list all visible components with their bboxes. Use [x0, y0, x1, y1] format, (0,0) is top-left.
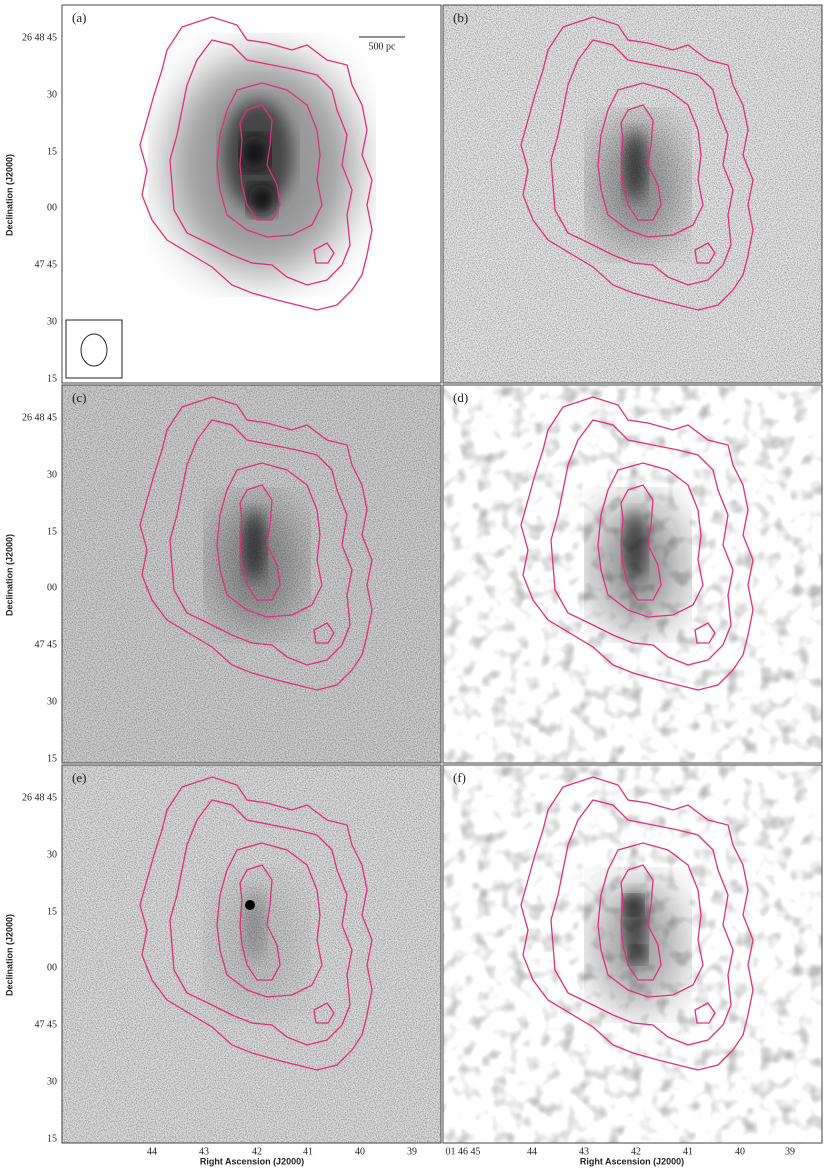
panel-frame: [442, 4, 823, 384]
x-tick-label: 01 46 45: [446, 1146, 481, 1157]
emission: [245, 900, 255, 910]
emission: [242, 510, 266, 580]
y-tick-label: 30: [47, 849, 57, 860]
y-tick-label: 00: [47, 202, 57, 213]
y-tick-label: 15: [47, 753, 57, 764]
y-tick-label: 15: [47, 1133, 57, 1144]
y-tick-label: 00: [47, 582, 57, 593]
panel-label: (c): [72, 390, 86, 405]
emission: [629, 946, 647, 964]
panel: (d): [442, 384, 823, 764]
x-axis-title: Right Ascension (J2000): [580, 1156, 684, 1166]
panel: (a) 500 pc: [61, 4, 442, 384]
panel-frame: [61, 4, 442, 384]
panel: (e): [61, 764, 442, 1144]
y-tick-label: 47 45: [35, 1019, 58, 1030]
y-tick-label: 15: [47, 373, 57, 384]
x-tick-label: 44: [147, 1146, 157, 1157]
x-tick-label: 39: [407, 1146, 417, 1157]
x-tick-label: 41: [683, 1146, 693, 1157]
panel: (f): [442, 764, 823, 1144]
y-tick-label: 30: [47, 89, 57, 100]
y-tick-label: 47 45: [35, 259, 58, 270]
y-tick-label: 26 48 45: [22, 792, 57, 803]
emission: [623, 895, 643, 915]
y-axis-title: Declination (J2000): [4, 914, 14, 996]
x-tick-label: 40: [355, 1146, 365, 1157]
y-tick-label: 15: [47, 906, 57, 917]
panel: (c): [61, 384, 442, 764]
panel-label: (d): [453, 390, 468, 405]
emission: [623, 130, 647, 200]
panel: (b): [442, 4, 823, 384]
panel-frame: [61, 764, 442, 1144]
panel-frame: [442, 384, 823, 764]
emission: [241, 135, 269, 171]
panel-label: (e): [72, 770, 86, 785]
y-axis-title: Declination (J2000): [4, 154, 14, 236]
x-tick-label: 42: [631, 1146, 641, 1157]
y-tick-label: 15: [47, 146, 57, 157]
y-tick-label: 30: [47, 696, 57, 707]
x-tick-label: 42: [252, 1146, 262, 1157]
beam-box: [65, 319, 123, 379]
x-tick-label: 44: [527, 1146, 537, 1157]
y-tick-label: 47 45: [35, 639, 58, 650]
y-tick-label: 15: [47, 526, 57, 537]
y-tick-label: 00: [47, 962, 57, 973]
y-tick-label: 30: [47, 469, 57, 480]
panel-label: (f): [453, 770, 466, 785]
y-tick-label: 26 48 45: [22, 412, 57, 423]
beam: [80, 333, 108, 367]
y-tick-label: 30: [47, 1076, 57, 1087]
emission: [248, 184, 276, 216]
y-tick-label: 30: [47, 316, 57, 327]
y-tick-label: 26 48 45: [22, 32, 57, 43]
panel-frame: [61, 384, 442, 764]
y-axis-title: Declination (J2000): [4, 534, 14, 616]
emission: [623, 510, 647, 580]
emission: [242, 890, 266, 960]
x-tick-label: 39: [785, 1146, 795, 1157]
x-tick-label: 40: [735, 1146, 745, 1157]
panel-label: (b): [453, 10, 468, 25]
x-tick-label: 41: [303, 1146, 313, 1157]
x-tick-label: 43: [199, 1146, 209, 1157]
scale-bar-label: 500 pc: [369, 41, 397, 52]
x-tick-label: 43: [579, 1146, 589, 1157]
x-axis-title: Right Ascension (J2000): [200, 1156, 304, 1166]
panel-label: (a): [72, 10, 86, 25]
panel-frame: [442, 764, 823, 1144]
